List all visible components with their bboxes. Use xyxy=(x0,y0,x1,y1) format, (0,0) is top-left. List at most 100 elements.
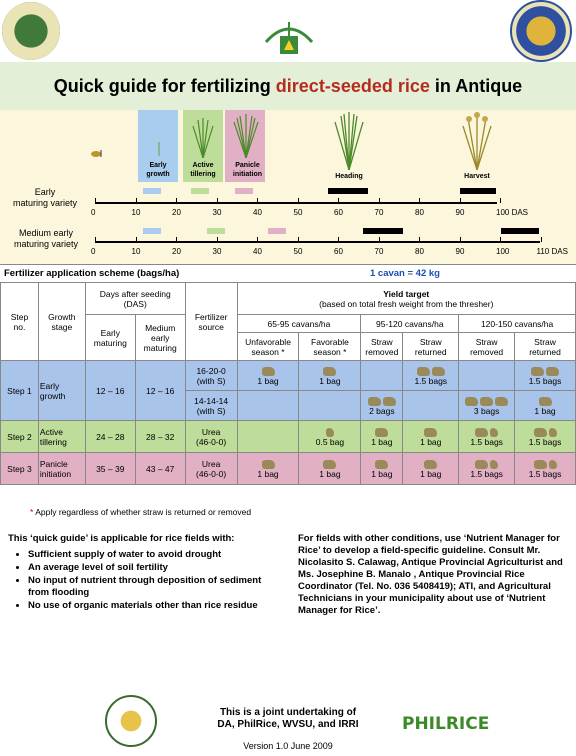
early-tick-label: 60 xyxy=(334,208,343,217)
panicle-plant-icon xyxy=(232,114,260,159)
early-tick-label: 40 xyxy=(253,208,262,217)
step2-y3-returned: 1.5 bags xyxy=(514,420,576,453)
step1-source-16200: 16-20-0 (with S) xyxy=(184,360,238,391)
other-conditions-text: For fields with other conditions, use ‘N… xyxy=(298,533,563,616)
medium-tick-label: 90 xyxy=(455,247,465,256)
step3-y2-returned: 1 bag xyxy=(402,452,460,485)
footnote: * Apply regardless of whether straw is r… xyxy=(30,507,252,517)
early-tick-label: 30 xyxy=(212,208,222,217)
medium-tick-label: 30 xyxy=(212,247,222,256)
fertilizer-bag-icon xyxy=(533,427,547,437)
fertilizer-bag-icon xyxy=(323,366,337,376)
medium-tick xyxy=(378,237,380,242)
step3-medium-das: 43 – 47 xyxy=(134,452,186,485)
medium-tick xyxy=(257,237,258,242)
stage-label-active-tillering: Active tillering xyxy=(190,162,216,178)
early-tick-label: 80 xyxy=(415,208,424,217)
panicle-initiation-band xyxy=(225,110,265,182)
medium-tick-label: 40 xyxy=(253,247,262,256)
header-yield-65-95: 65-95 cavans/ha xyxy=(236,314,362,333)
fertilizer-table: Step no. Growth stage Days after seeding… xyxy=(0,282,576,485)
da-seal xyxy=(105,695,157,747)
header-y3-straw-returned: Straw returned xyxy=(514,332,576,361)
seed-icon xyxy=(90,145,104,157)
fertilizer-bag-icon xyxy=(375,427,389,437)
fertilizer-bag-icon xyxy=(480,396,494,406)
condition-item: An average level of soil fertility xyxy=(28,562,273,574)
step2-medium-das: 28 – 32 xyxy=(134,420,186,453)
step1-b-y3-returned: 1 bag xyxy=(514,390,576,421)
step2-fav: 0.5 bag xyxy=(298,420,362,453)
step2-y2-removed: 1 bag xyxy=(360,420,404,453)
fertilizer-bag-icon xyxy=(431,366,445,376)
early-tick xyxy=(459,198,461,203)
province-of-antique-seal xyxy=(2,2,60,60)
medium-tick-label: 10 xyxy=(131,247,141,256)
step2-early-das: 24 – 28 xyxy=(84,420,136,453)
early-tick xyxy=(378,198,380,203)
scheme-title: Fertilizer application scheme (bags/ha) xyxy=(4,268,180,279)
early-bar-harvest xyxy=(460,188,496,194)
early-tick xyxy=(297,198,299,203)
scheme-header: Fertilizer application scheme (bags/ha) … xyxy=(0,264,576,282)
step2-y3-removed: 1.5 bags xyxy=(458,420,516,453)
fertilizer-bag-icon xyxy=(495,396,509,406)
header-yield-95-120: 95-120 cavans/ha xyxy=(360,314,460,333)
medium-tick-label: 110 DAS xyxy=(536,247,568,256)
step1-stage: Early growth xyxy=(37,360,86,421)
medium-tick xyxy=(297,237,299,242)
header-y2-straw-returned: Straw returned xyxy=(402,332,460,361)
step2-unfav xyxy=(236,420,300,453)
stage-label-harvest: Harvest xyxy=(464,173,490,180)
step2-source-urea: Urea (46-0-0) xyxy=(184,420,238,453)
medium-tick-label: 60 xyxy=(334,247,343,256)
step3-stage: Panicle initiation xyxy=(37,452,86,485)
header-y2-straw-removed: Straw removed xyxy=(360,332,404,361)
step1-b-y2-removed: 2 bags xyxy=(360,390,404,421)
header-y3-straw-removed: Straw removed xyxy=(458,332,516,361)
early-bar-step2 xyxy=(191,188,209,194)
fertilizer-bag-icon xyxy=(538,396,552,406)
early-tick-label: 90 xyxy=(455,208,465,217)
fertilizer-bag-icon xyxy=(325,427,334,437)
early-tick-label: 0 xyxy=(91,208,96,217)
early-tick xyxy=(257,198,258,203)
step2-y2-returned: 1 bag xyxy=(402,420,460,453)
header-yield-120-150: 120-150 cavans/ha xyxy=(458,314,576,333)
harvest-plant-icon xyxy=(460,112,494,171)
heading-plant-icon xyxy=(333,112,365,171)
step3-fav: 1 bag xyxy=(298,452,362,485)
step1-label: Step 1 xyxy=(0,360,39,421)
fertilizer-bag-icon xyxy=(475,459,489,469)
step3-y3-removed: 1.5 bags xyxy=(458,452,516,485)
step1-medium-das: 12 – 16 xyxy=(134,360,186,421)
early-tick xyxy=(338,198,339,203)
fertilizer-bag-icon xyxy=(375,459,389,469)
medium-bar-harvest xyxy=(501,228,539,234)
yield-target-label: Yield target xyxy=(383,288,430,299)
early-tick-label: 50 xyxy=(293,208,303,217)
step1-early-das: 12 – 16 xyxy=(84,360,136,421)
fertilizer-bag-icon xyxy=(533,459,547,469)
fertilizer-bag-icon xyxy=(465,396,479,406)
fertilizer-bag-icon xyxy=(261,366,275,376)
early-axis xyxy=(95,202,497,204)
header-growth-stage: Growth stage xyxy=(37,282,86,361)
fertilizer-bag-icon xyxy=(382,396,396,406)
medium-bar-step3 xyxy=(268,228,286,234)
step1-source-141414: 14-14-14 (with S) xyxy=(184,390,238,421)
wvsu-seal xyxy=(510,0,572,62)
step1-b-y2-returned xyxy=(402,390,460,421)
condition-item: Sufficient supply of water to avoid drou… xyxy=(28,549,273,561)
header-yield-target: Yield target (based on total fresh weight… xyxy=(236,282,576,315)
cavan-note: 1 cavan = 42 kg xyxy=(370,268,440,279)
version-label: Version 1.0 June 2009 xyxy=(243,741,333,751)
early-tick xyxy=(176,198,177,203)
fertilizer-bag-icon xyxy=(261,459,275,469)
early-tick-label: 20 xyxy=(172,208,181,217)
early-tick-label: 10 xyxy=(131,208,141,217)
applicable-intro: This ‘quick guide’ is applicable for ric… xyxy=(8,533,235,544)
fertilizer-bag-icon xyxy=(416,366,430,376)
medium-tick xyxy=(95,237,96,242)
step3-source-urea: Urea (46-0-0) xyxy=(184,452,238,485)
